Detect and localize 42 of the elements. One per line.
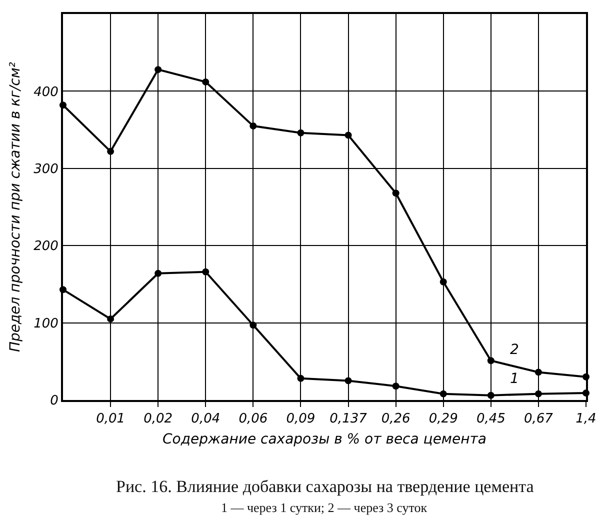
point [107, 148, 114, 155]
text: Рис. 16. Влияние добавки сахарозы на твердение цемента [116, 477, 534, 496]
y-tick-label: 200 [34, 239, 58, 254]
y-tick-label: 100 [34, 316, 58, 332]
point [250, 322, 257, 329]
point [534, 390, 542, 398]
y-axis-title: Предел прочности при сжатии в кг/см² [8, 62, 24, 352]
y-tick-label: 400 [34, 84, 58, 100]
point [392, 190, 400, 197]
x-tick-label: 1,4 [576, 412, 596, 427]
point [392, 382, 400, 390]
point [487, 357, 494, 364]
series-label: 1 [510, 371, 519, 387]
text: 1 — через 1 сутки; 2 — через 3 суток [221, 500, 428, 515]
x-tick-label: 0,45 [476, 412, 506, 427]
point [344, 377, 352, 384]
x-axis-title: Содержание сахарозы в % от веса цемента [162, 431, 486, 448]
point [250, 122, 257, 130]
point [344, 132, 352, 139]
x-tick-label: 0,09 [286, 412, 316, 427]
point [534, 368, 542, 376]
point [487, 392, 494, 399]
x-tick-label: 0,29 [428, 412, 458, 427]
point [202, 78, 210, 86]
x-tick-label: 0,67 [524, 412, 554, 427]
point [440, 390, 447, 398]
x-tick-label: 0,26 [381, 412, 410, 427]
y-tick-label: 300 [34, 162, 58, 177]
series-label: 2 [510, 342, 519, 358]
point [202, 268, 210, 276]
x-tick-label: 0,137 [330, 412, 368, 427]
point [440, 278, 447, 286]
y-tick-label: 0 [50, 394, 58, 409]
point [154, 270, 162, 277]
x-tick-label: 0,01 [96, 412, 126, 427]
x-tick-label: 0,04 [191, 412, 220, 427]
point [154, 66, 162, 74]
x-tick-label: 0,02 [144, 412, 173, 427]
point [297, 129, 304, 136]
point [107, 315, 114, 322]
point [297, 374, 304, 382]
x-tick-label: 0,06 [238, 412, 268, 427]
